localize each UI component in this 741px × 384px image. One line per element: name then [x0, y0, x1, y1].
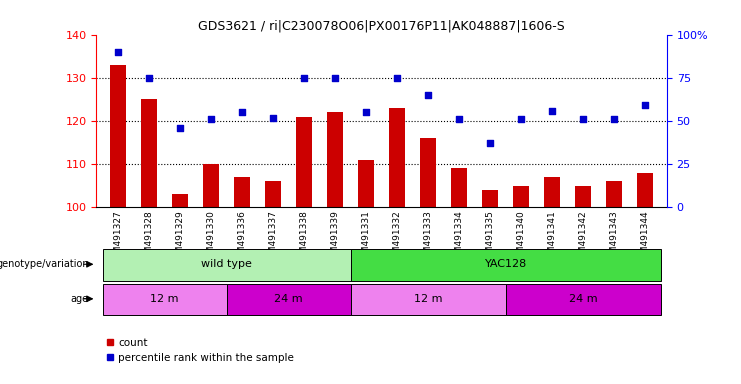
Bar — [110, 65, 126, 207]
Point — [205, 116, 217, 122]
Point — [515, 116, 527, 122]
Point — [484, 141, 496, 147]
Bar — [296, 117, 312, 207]
Point — [422, 92, 434, 98]
Bar — [514, 186, 529, 207]
Text: genotype/variation: genotype/variation — [0, 259, 89, 269]
Bar — [265, 182, 281, 207]
Point — [268, 114, 279, 121]
Text: YAC128: YAC128 — [485, 259, 527, 269]
Title: GDS3621 / ri|C230078O06|PX00176P11|AK048887|1606-S: GDS3621 / ri|C230078O06|PX00176P11|AK048… — [199, 19, 565, 32]
Bar — [637, 173, 653, 207]
Bar — [576, 186, 591, 207]
Text: 24 m: 24 m — [274, 294, 303, 304]
Point — [608, 116, 620, 122]
Bar — [451, 169, 467, 207]
Bar — [102, 250, 350, 280]
Point — [298, 75, 310, 81]
Bar — [482, 190, 498, 207]
Legend: count, percentile rank within the sample: count, percentile rank within the sample — [102, 334, 298, 367]
Point — [112, 49, 124, 55]
Bar — [102, 284, 227, 315]
Bar — [545, 177, 560, 207]
Point — [174, 125, 186, 131]
Point — [236, 109, 248, 116]
Point — [546, 108, 558, 114]
Bar — [173, 194, 187, 207]
Bar — [227, 284, 350, 315]
Text: 12 m: 12 m — [414, 294, 442, 304]
Bar — [142, 99, 157, 207]
Bar — [350, 284, 505, 315]
Bar — [420, 138, 436, 207]
Point — [577, 116, 589, 122]
Point — [329, 75, 341, 81]
Point — [391, 75, 403, 81]
Bar — [350, 250, 661, 280]
Text: wild type: wild type — [201, 259, 252, 269]
Bar — [203, 164, 219, 207]
Bar — [505, 284, 661, 315]
Text: 24 m: 24 m — [569, 294, 597, 304]
Text: 12 m: 12 m — [150, 294, 179, 304]
Bar — [234, 177, 250, 207]
Point — [143, 75, 155, 81]
Text: age: age — [71, 294, 89, 304]
Bar — [606, 182, 622, 207]
Bar — [328, 113, 343, 207]
Point — [360, 109, 372, 116]
Point — [639, 103, 651, 109]
Bar — [389, 108, 405, 207]
Bar — [359, 160, 374, 207]
Point — [453, 116, 465, 122]
